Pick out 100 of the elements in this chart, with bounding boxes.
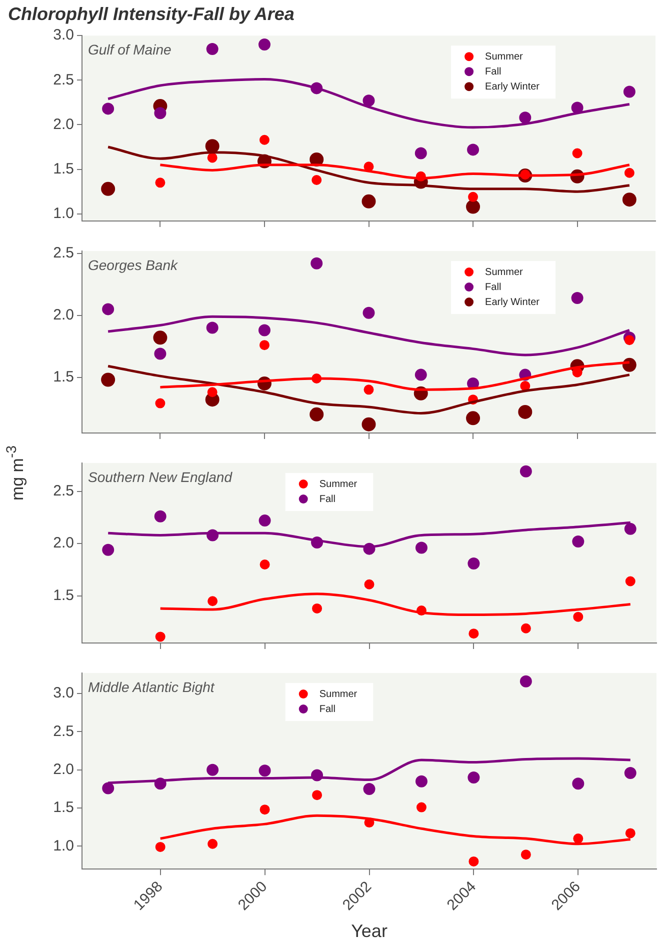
point [520,675,532,688]
point [259,340,270,350]
y-tick-label: 2.5 [53,244,74,262]
point [415,775,428,788]
y-tick-label: 2.0 [53,116,74,133]
y-tick-label: 1.0 [53,205,74,222]
point [155,398,166,408]
point [310,257,323,270]
point [416,802,426,812]
chart-title: Chlorophyll Intensity-Fall by Area [8,4,294,24]
point [310,407,324,422]
point [208,596,218,606]
legend-label: Early Winter [485,81,540,92]
y-tick-label: 2.5 [53,482,74,500]
y-tick-label: 3.0 [53,26,74,44]
point [155,842,166,852]
point [573,612,584,622]
text: Gulf of Maine [88,41,172,58]
point [258,514,271,527]
point [571,292,584,304]
point [467,144,480,156]
point [624,766,636,779]
point [155,178,166,188]
point [362,94,375,107]
y-tick-label: 2.0 [53,306,74,324]
point [258,38,270,51]
y-tick-label: 2.5 [53,722,74,740]
point [364,384,374,395]
y-tick-label: 1.0 [53,837,74,854]
legend-label: Early Winter [485,296,540,308]
point [623,86,636,98]
point [102,544,114,556]
legend-label: Summer [319,478,358,490]
point [624,335,634,346]
legend-label: Fall [485,282,502,293]
point [260,804,270,815]
chart-subtitle: Southern New England [88,468,234,485]
point [154,510,166,522]
point [206,42,218,55]
point [205,139,220,154]
point [624,168,634,178]
point [312,175,322,185]
chart-subtitle: Georges Bank [88,256,178,273]
legend-label: Fall [319,494,336,505]
point [362,306,375,319]
point [102,102,114,115]
y-tick-label: 1.5 [53,587,74,604]
point [468,856,479,866]
point [154,107,166,120]
point [414,147,427,160]
point [622,192,636,207]
legend-label: Fall [485,66,502,78]
legend-label: Summer [485,266,524,278]
point [260,560,270,570]
point [518,404,532,419]
point [101,372,116,387]
point [154,348,166,360]
y-tick-label: 1.5 [53,368,74,386]
point [362,417,376,432]
y-tick-label: 3.0 [53,684,74,702]
point [468,192,478,202]
y-tick-label: 2.0 [53,761,74,778]
point [468,557,480,570]
point [572,535,584,548]
point [102,782,114,794]
point [208,838,218,849]
point [206,764,219,776]
point [624,522,636,535]
point [312,603,322,614]
legend-label: Fall [319,704,336,715]
point [468,628,479,639]
point [363,782,376,795]
y-tick-label: 1.5 [53,799,74,816]
point [312,790,322,800]
point [155,632,166,642]
point [572,367,582,378]
point [573,834,584,844]
point [206,322,218,334]
point [207,387,218,398]
point [625,828,636,838]
point [520,623,531,634]
line-series [106,78,631,129]
point [572,778,584,790]
point [362,194,376,208]
point [259,134,270,145]
y-tick-label: 1.5 [53,160,74,178]
point [364,579,374,590]
point [101,182,116,196]
chart-subtitle: Middle Atlantic Bight [88,678,216,695]
point [153,330,168,345]
point [468,772,480,784]
point [519,112,532,124]
point [258,764,271,777]
point [572,148,582,158]
point [520,465,532,478]
point [414,368,427,381]
point [258,324,270,336]
x-axis-title: Year [351,921,388,942]
point [415,542,428,554]
point [520,850,531,860]
